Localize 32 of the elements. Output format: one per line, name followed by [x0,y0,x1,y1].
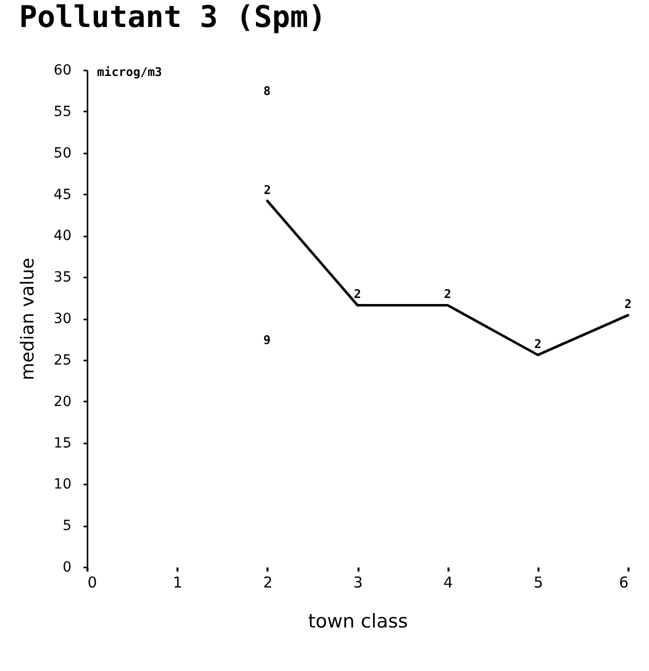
annotation: 9 [263,333,271,347]
y-tick-label: 30 [54,311,72,327]
x-tick-label: 1 [172,574,182,592]
chart-title: Pollutant 3 (Spm) [19,0,326,35]
annotation: microg/m3 [97,65,162,79]
y-tick-label: 25 [54,352,72,368]
y-tick-label: 55 [54,104,72,120]
annotation: 2 [534,336,542,351]
line-series [266,200,630,356]
x-tick-label: 4 [443,574,453,592]
y-tick-label: 45 [54,186,72,203]
y-tick-label: 20 [54,394,72,410]
y-tick-label: 40 [54,228,72,244]
annotation: 2 [444,287,452,302]
y-tick-label: 15 [54,435,72,452]
x-tick-label: 6 [618,574,628,592]
x-tick-label: 3 [353,574,363,592]
y-axis-title: median value [18,258,39,380]
y-tick-label: 5 [62,518,72,534]
annotation: 8 [263,84,271,98]
y-tick-label: 60 [54,62,72,78]
y-tick-label: 10 [54,476,72,493]
y-tick-label: 50 [54,145,72,162]
annotation: 2 [354,287,362,302]
y-tick-label: 0 [62,560,72,576]
x-axis-title: town class [308,610,408,632]
x-tick-label: 2 [263,574,273,592]
y-tick-label: 35 [54,270,72,286]
annotation: 2 [264,182,271,197]
x-tick-label: 5 [534,574,544,592]
annotation: 2 [624,297,632,312]
x-tick-label: 0 [88,574,98,592]
